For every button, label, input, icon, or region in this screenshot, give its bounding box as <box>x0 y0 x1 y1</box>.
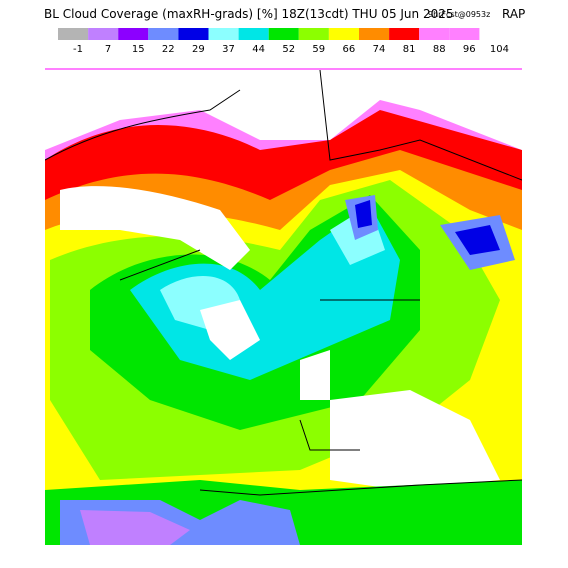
legend-swatch <box>88 28 119 40</box>
legend-label: 22 <box>162 44 175 55</box>
cloud-field <box>355 200 500 255</box>
legend-label: 59 <box>312 44 325 55</box>
legend-label: 104 <box>490 44 509 55</box>
legend-label: 15 <box>132 44 145 55</box>
legend-label: -1 <box>73 44 83 55</box>
legend-label: 44 <box>252 44 265 55</box>
legend-swatch <box>118 28 149 40</box>
legend-swatch <box>449 28 480 40</box>
legend-swatch <box>208 28 239 40</box>
legend-swatch <box>359 28 390 40</box>
color-legend: -1 7 15 22 29 37 44 52 59 66 74 81 88 96 104 <box>58 28 509 55</box>
legend-label: 96 <box>463 44 476 55</box>
legend-label: 7 <box>105 44 111 55</box>
legend-label: 81 <box>403 44 416 55</box>
legend-label: 66 <box>343 44 356 55</box>
legend-swatch <box>389 28 420 40</box>
clear-area <box>60 186 250 270</box>
clear-area <box>45 70 522 150</box>
cloud-field <box>160 205 385 330</box>
legend-swatch <box>148 28 179 40</box>
cloud-field <box>80 510 190 545</box>
legend-label: 29 <box>192 44 205 55</box>
legend-label: 74 <box>373 44 386 55</box>
boundary-line <box>45 69 522 496</box>
legend-swatch <box>178 28 209 40</box>
legend-label: 52 <box>282 44 295 55</box>
model-label: RAP <box>502 7 525 21</box>
legend-swatch <box>238 28 269 40</box>
forecast-label: 9hrFcst@0953z <box>428 10 490 19</box>
legend-label: 37 <box>222 44 235 55</box>
legend-swatch <box>268 28 299 40</box>
title: BL Cloud Coverage (maxRH-grads) [%] 18Z(… <box>44 7 454 21</box>
legend-swatch <box>419 28 450 40</box>
clear-area <box>200 300 500 490</box>
legend-label: 88 <box>433 44 446 55</box>
legend-swatch <box>298 28 329 40</box>
legend-swatch <box>58 28 89 40</box>
map <box>45 68 522 545</box>
legend-swatch <box>328 28 359 40</box>
cloud-field <box>130 205 400 380</box>
